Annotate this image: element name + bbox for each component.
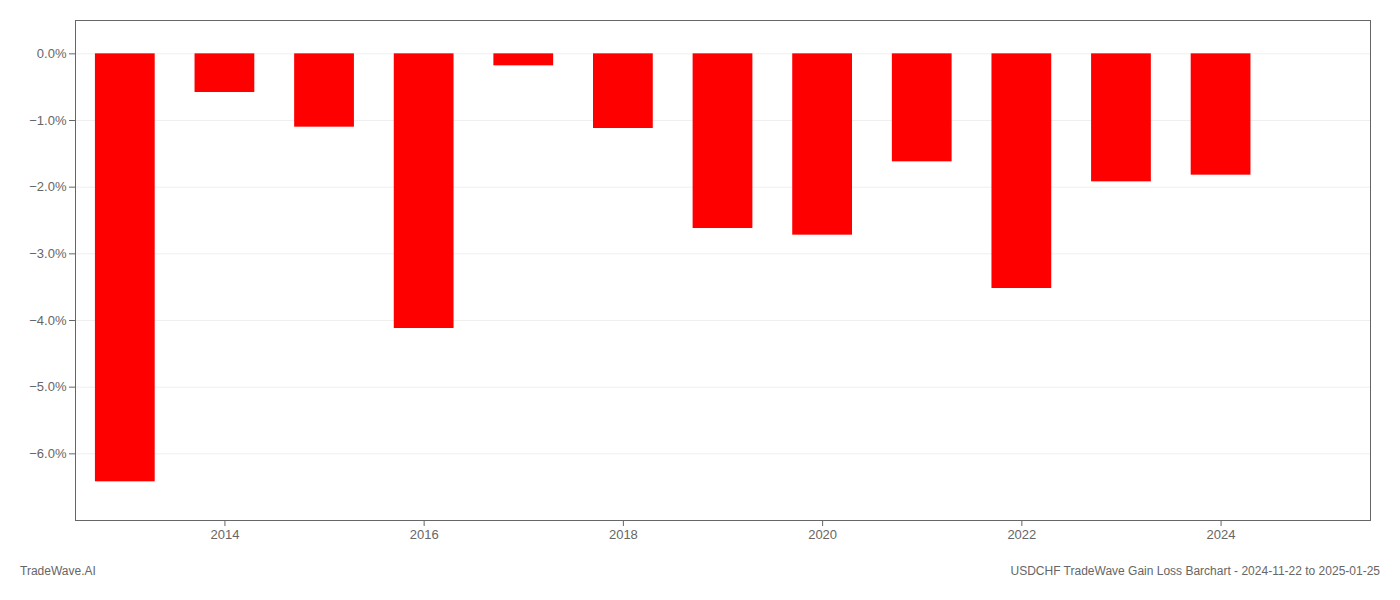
svg-text:0.0%: 0.0% (37, 46, 67, 61)
svg-text:2020: 2020 (808, 527, 837, 542)
svg-text:2022: 2022 (1007, 527, 1036, 542)
html-text:USDCHF TradeWave Gain Loss Bar: USDCHF TradeWave Gain Loss Barchart - 20… (1010, 564, 1380, 578)
svg-text:−3.0%: −3.0% (29, 246, 67, 261)
svg-text:−1.0%: −1.0% (29, 113, 67, 128)
svg-text:2024: 2024 (1207, 527, 1236, 542)
svg-text:2018: 2018 (609, 527, 638, 542)
svg-text:−4.0%: −4.0% (29, 313, 67, 328)
html-text:TradeWave.AI: TradeWave.AI (20, 564, 96, 578)
svg-text:2014: 2014 (210, 527, 239, 542)
svg-text:−6.0%: −6.0% (29, 446, 67, 461)
svg-text:−2.0%: −2.0% (29, 179, 67, 194)
svg-text:−5.0%: −5.0% (29, 379, 67, 394)
svg-text:2016: 2016 (410, 527, 439, 542)
